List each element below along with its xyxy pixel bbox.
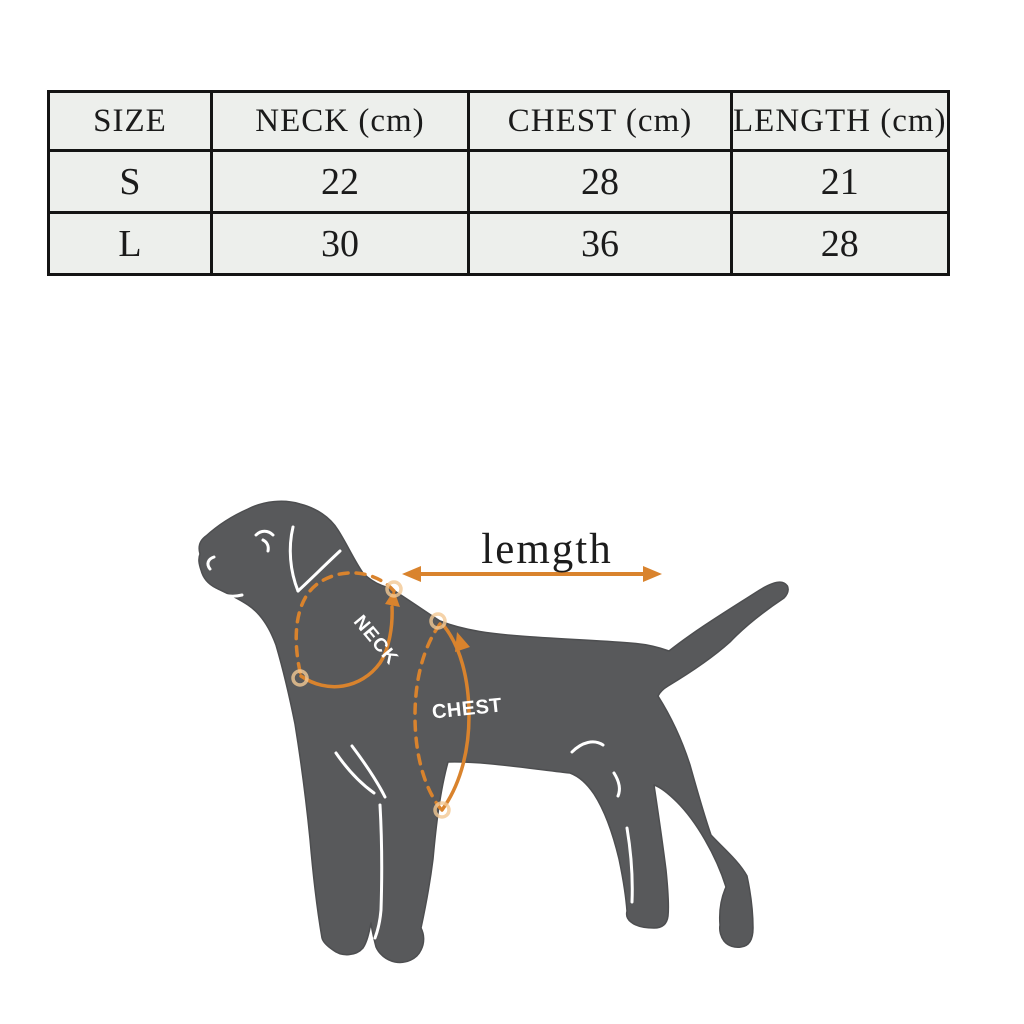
eye-line bbox=[254, 529, 275, 537]
cell-s-neck: 22 bbox=[210, 149, 470, 214]
header-neck: NECK (cm) bbox=[210, 90, 470, 152]
ear-line-back bbox=[296, 549, 342, 593]
length-arrow bbox=[402, 566, 662, 582]
haunch-highlight-line bbox=[612, 771, 621, 798]
size-table-header-row: SIZE NECK (cm) CHEST (cm) LENGTH (cm) bbox=[47, 90, 950, 152]
size-table: SIZE NECK (cm) CHEST (cm) LENGTH (cm) S … bbox=[47, 90, 950, 276]
length-arrowhead-right bbox=[643, 566, 662, 582]
cell-l-chest: 36 bbox=[467, 211, 733, 276]
table-row-l: L 30 36 28 bbox=[47, 211, 950, 276]
hip-highlight-line bbox=[570, 740, 605, 754]
eye-line-2 bbox=[261, 538, 270, 553]
dog-measurement-diagram: lemgth NECK CHEST bbox=[190, 490, 810, 990]
chest-measure-ellipse bbox=[413, 612, 471, 819]
cell-s-size: S bbox=[47, 149, 213, 214]
neck-arrowhead bbox=[385, 590, 400, 607]
neck-ring-bottom bbox=[291, 669, 309, 687]
neck-ellipse-solid-arc bbox=[299, 605, 394, 689]
header-length: LENGTH (cm) bbox=[730, 90, 950, 152]
cell-l-length: 28 bbox=[730, 211, 950, 276]
length-label: lemgth bbox=[481, 526, 612, 573]
neck-ring-top bbox=[385, 580, 403, 598]
cell-l-neck: 30 bbox=[210, 211, 470, 276]
length-arrowhead-left bbox=[402, 566, 421, 582]
chest-arrowhead bbox=[455, 632, 470, 652]
header-size: SIZE bbox=[47, 90, 213, 152]
mouth-line bbox=[206, 584, 244, 598]
dog-silhouette bbox=[198, 500, 789, 964]
table-row-s: S 22 28 21 bbox=[47, 149, 950, 214]
chest-ring-bottom bbox=[433, 801, 451, 819]
nostril-line bbox=[206, 555, 216, 571]
dog-detail-lines bbox=[206, 525, 634, 940]
chest-ring-top bbox=[429, 612, 447, 630]
neck-ellipse-dashed-arc bbox=[294, 571, 396, 678]
shoulder-line-2 bbox=[350, 744, 387, 799]
front-leg-separation-line bbox=[373, 803, 384, 940]
ear-line-front bbox=[288, 525, 300, 593]
chest-ellipse-dashed-arc bbox=[413, 622, 442, 810]
shoulder-line-1 bbox=[334, 751, 376, 795]
cell-l-size: L bbox=[47, 211, 213, 276]
cell-s-chest: 28 bbox=[467, 149, 733, 214]
neck-measure-ellipse bbox=[291, 571, 403, 689]
header-chest: CHEST (cm) bbox=[467, 90, 733, 152]
dog-diagram-svg: lemgth NECK CHEST bbox=[198, 500, 789, 964]
rear-leg-highlight-line bbox=[625, 826, 634, 904]
cell-s-length: 21 bbox=[730, 149, 950, 214]
